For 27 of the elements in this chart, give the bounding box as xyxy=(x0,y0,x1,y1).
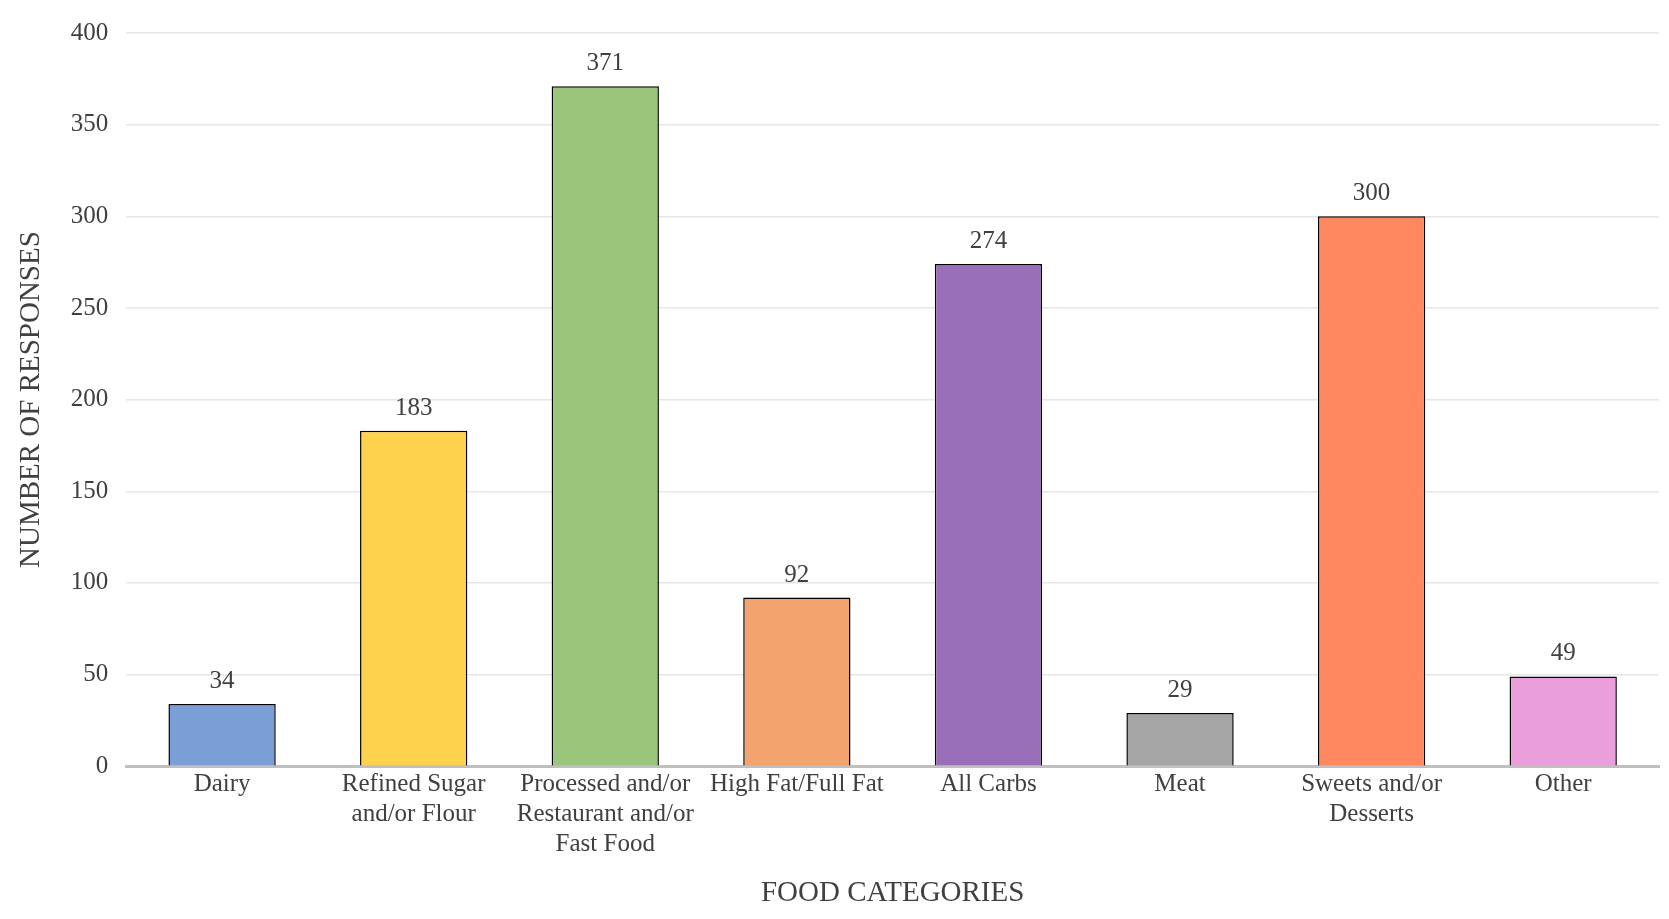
data-label: 29 xyxy=(1167,675,1193,703)
y-tick-label: 300 xyxy=(70,200,109,228)
data-label: 300 xyxy=(1352,178,1391,206)
data-label: 183 xyxy=(394,392,433,420)
data-label: 371 xyxy=(586,48,625,76)
y-tick-label: 250 xyxy=(70,292,109,320)
data-label: 34 xyxy=(209,665,236,693)
y-tick-label: 200 xyxy=(70,384,109,412)
x-tick-label: Dairy xyxy=(193,768,252,796)
y-axis-title: NUMBER OF RESPONSES xyxy=(13,231,46,569)
y-tick-label: 100 xyxy=(70,567,109,595)
y-tick-label: 0 xyxy=(95,750,109,778)
y-tick-label: 350 xyxy=(70,109,109,137)
y-tick-label: 400 xyxy=(70,17,109,45)
data-label: 49 xyxy=(1550,638,1576,666)
y-tick-label: 50 xyxy=(83,659,109,687)
x-tick-label: All Carbs xyxy=(940,768,1037,796)
x-tick-label: Meat xyxy=(1154,768,1206,796)
data-label: 274 xyxy=(969,226,1008,254)
x-tick-label: Processed and/or Restaurant and/or Fast Food xyxy=(516,768,695,856)
y-tick-label: 150 xyxy=(70,475,109,503)
data-label: 92 xyxy=(784,559,810,587)
x-tick-label: Other xyxy=(1534,768,1593,796)
x-axis-title: FOOD CATEGORIES xyxy=(760,875,1025,908)
x-tick-label: Sweets and/or Desserts xyxy=(1301,768,1443,826)
x-tick-label: Refined Sugar and/or Flour xyxy=(341,768,487,826)
x-tick-label: High Fat/Full Fat xyxy=(710,768,884,796)
